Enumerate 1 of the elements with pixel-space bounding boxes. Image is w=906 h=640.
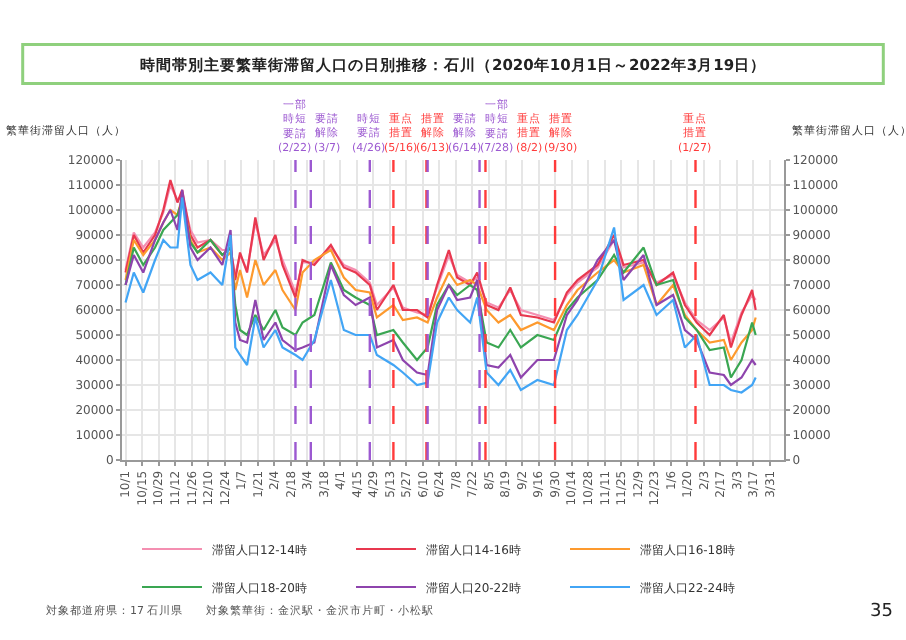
- text: 35: [870, 602, 893, 622]
